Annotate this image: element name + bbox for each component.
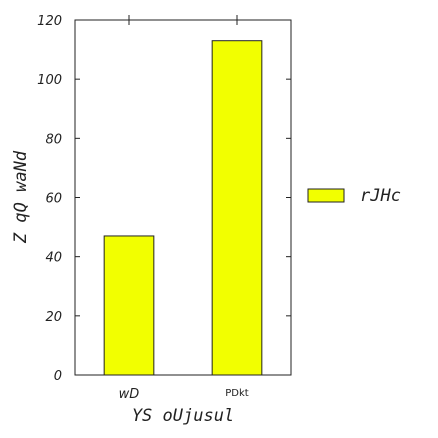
y-tick-label: 120 bbox=[37, 14, 62, 29]
bar-wD bbox=[103, 235, 155, 376]
y-axis-title: Z qQ waNd bbox=[11, 150, 31, 244]
y-tick-label: 20 bbox=[45, 310, 62, 325]
y-tick-label: 60 bbox=[45, 192, 62, 207]
plot-frame bbox=[74, 19, 292, 376]
y-tick-label: 40 bbox=[45, 251, 62, 266]
y-tick-label: 80 bbox=[45, 132, 62, 147]
x-tick-label: wD bbox=[119, 387, 140, 402]
y-tick-label: 100 bbox=[37, 73, 62, 88]
y-ticks: 0 20 40 60 80 100 120 bbox=[37, 14, 291, 384]
legend-label: rJHc bbox=[360, 186, 401, 206]
y-tick-label: 0 bbox=[54, 369, 62, 384]
legend: rJHc bbox=[307, 186, 401, 206]
bar-PDkt bbox=[211, 40, 263, 376]
legend-swatch bbox=[307, 188, 345, 203]
bars bbox=[103, 40, 263, 376]
x-tick-label: PDkt bbox=[225, 388, 249, 399]
x-axis-title: YS oUjusul bbox=[132, 406, 234, 426]
